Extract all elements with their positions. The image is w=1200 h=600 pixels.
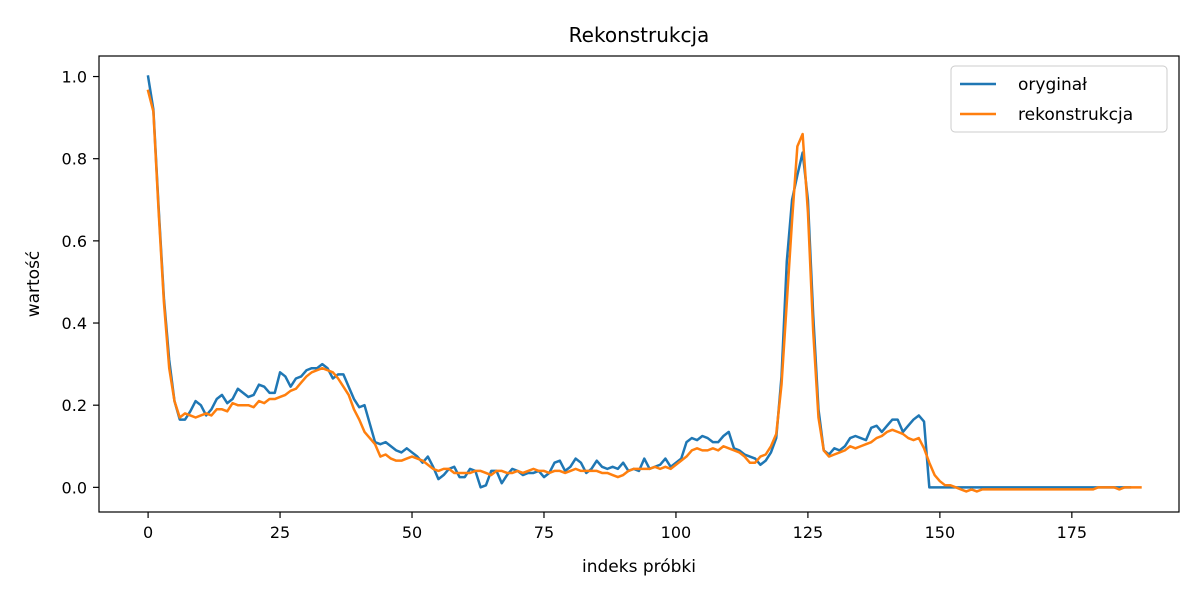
axes-frame bbox=[98, 55, 1180, 513]
legend-box bbox=[950, 65, 1168, 133]
series-line-rekonstrukcja bbox=[146, 89, 1142, 493]
x-tick-label: 50 bbox=[402, 523, 422, 542]
y-tick-label: 0.0 bbox=[62, 478, 87, 497]
legend-label-rekonstrukcja: rekonstrukcja bbox=[1018, 105, 1133, 125]
x-tick-label: 0 bbox=[143, 523, 153, 542]
x-tick-label: 25 bbox=[270, 523, 290, 542]
chart-title: Rekonstrukcja bbox=[569, 23, 710, 47]
legend-label-oryginal: oryginał bbox=[1018, 75, 1087, 95]
y-axis-label: wartość bbox=[24, 251, 44, 318]
y-tick-label: 0.8 bbox=[62, 150, 87, 169]
x-tick-label: 100 bbox=[661, 523, 692, 542]
x-axis-ticks: 0 25 50 75 100 125 150 175 bbox=[143, 512, 1087, 542]
y-tick-label: 0.4 bbox=[62, 314, 87, 333]
x-axis-label: indeks próbki bbox=[582, 557, 696, 577]
x-tick-label: 150 bbox=[925, 523, 956, 542]
x-tick-label: 175 bbox=[1057, 523, 1088, 542]
plot-area bbox=[98, 55, 1180, 513]
x-tick-label: 125 bbox=[793, 523, 824, 542]
y-tick-label: 0.6 bbox=[62, 232, 87, 251]
y-tick-label: 1.0 bbox=[62, 68, 87, 87]
legend: oryginał rekonstrukcja bbox=[950, 65, 1168, 133]
y-axis-ticks: 0.0 0.2 0.4 0.6 0.8 1.0 bbox=[62, 68, 99, 497]
series-layer bbox=[146, 75, 1142, 493]
x-tick-label: 75 bbox=[534, 523, 554, 542]
y-tick-label: 0.2 bbox=[62, 396, 87, 415]
series-line-oryginal bbox=[146, 75, 1132, 489]
